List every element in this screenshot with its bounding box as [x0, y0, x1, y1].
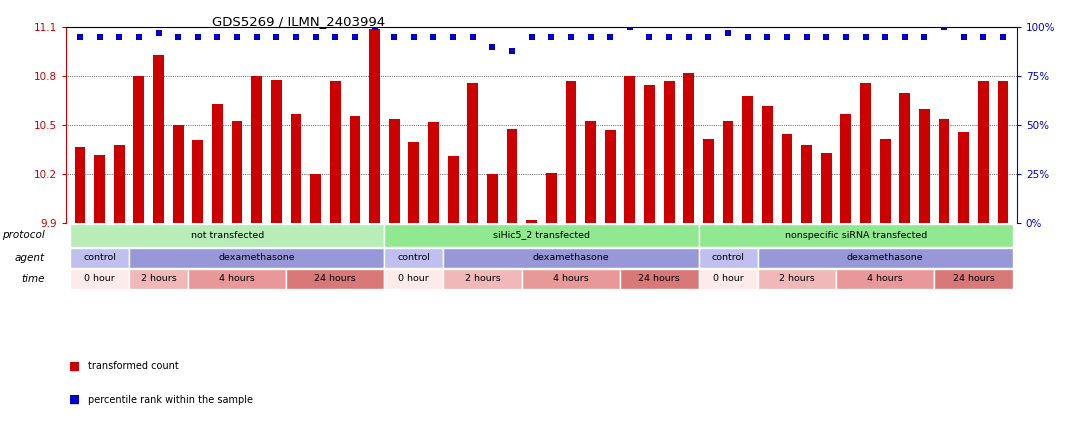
Bar	[860, 83, 870, 223]
Bar	[114, 145, 125, 223]
Text: nonspecific siRNA transfected: nonspecific siRNA transfected	[785, 231, 927, 239]
Bar	[384, 269, 443, 289]
Bar	[663, 81, 675, 223]
Text: control: control	[83, 253, 116, 262]
Bar	[625, 77, 635, 223]
Bar	[94, 155, 105, 223]
Bar	[566, 81, 577, 223]
Bar	[384, 224, 698, 247]
Text: siHic5_2 transfected: siHic5_2 transfected	[493, 231, 590, 239]
Text: 4 hours: 4 hours	[219, 274, 255, 283]
Text: 2 hours: 2 hours	[779, 274, 815, 283]
Bar	[836, 269, 934, 289]
Bar	[70, 224, 384, 247]
Bar	[173, 126, 184, 223]
Bar	[70, 248, 129, 268]
Text: control: control	[397, 253, 430, 262]
Bar	[330, 81, 341, 223]
Bar	[75, 147, 85, 223]
Bar	[522, 269, 621, 289]
Bar	[349, 115, 360, 223]
Text: 4 hours: 4 hours	[867, 274, 904, 283]
Text: transformed count: transformed count	[88, 361, 178, 371]
Text: dexamethasone: dexamethasone	[533, 253, 609, 262]
Text: 2 hours: 2 hours	[141, 274, 176, 283]
Bar	[192, 140, 203, 223]
Bar	[310, 174, 321, 223]
Bar	[698, 269, 757, 289]
Bar	[604, 130, 615, 223]
Bar	[232, 121, 242, 223]
Bar	[370, 29, 380, 223]
Bar	[129, 248, 384, 268]
Bar	[443, 248, 698, 268]
Bar	[757, 248, 1012, 268]
Text: ■: ■	[69, 360, 80, 372]
Bar	[880, 138, 891, 223]
Bar	[428, 122, 439, 223]
Bar	[644, 85, 655, 223]
Text: 2 hours: 2 hours	[465, 274, 501, 283]
Text: 0 hour: 0 hour	[84, 274, 115, 283]
Bar	[527, 220, 537, 223]
Text: protocol: protocol	[2, 230, 45, 240]
Bar	[998, 81, 1008, 223]
Text: 24 hours: 24 hours	[314, 274, 356, 283]
Text: dexamethasone: dexamethasone	[847, 253, 924, 262]
Bar	[408, 142, 420, 223]
Bar	[841, 114, 851, 223]
Bar	[468, 83, 478, 223]
Text: ■: ■	[69, 393, 80, 406]
Bar	[384, 248, 443, 268]
Bar	[271, 80, 282, 223]
Bar	[801, 145, 812, 223]
Text: agent: agent	[15, 253, 45, 263]
Text: not transfected: not transfected	[190, 231, 264, 239]
Text: 0 hour: 0 hour	[398, 274, 429, 283]
Bar	[920, 109, 930, 223]
Bar	[290, 114, 301, 223]
Bar	[939, 119, 949, 223]
Bar	[899, 93, 910, 223]
Bar	[934, 269, 1012, 289]
Bar	[703, 138, 713, 223]
Bar	[782, 134, 792, 223]
Bar	[621, 269, 698, 289]
Bar	[723, 121, 734, 223]
Bar	[134, 77, 144, 223]
Bar	[70, 269, 129, 289]
Bar	[251, 77, 262, 223]
Bar	[546, 173, 556, 223]
Bar	[389, 119, 399, 223]
Text: GDS5269 / ILMN_2403994: GDS5269 / ILMN_2403994	[213, 15, 386, 28]
Text: 0 hour: 0 hour	[712, 274, 743, 283]
Text: control: control	[711, 253, 744, 262]
Bar	[698, 224, 1012, 247]
Bar	[487, 174, 498, 223]
Bar	[742, 96, 753, 223]
Bar	[153, 55, 163, 223]
Text: 4 hours: 4 hours	[553, 274, 588, 283]
Bar	[443, 269, 522, 289]
Bar	[447, 157, 458, 223]
Bar	[698, 248, 757, 268]
Text: time: time	[21, 274, 45, 284]
Text: 24 hours: 24 hours	[953, 274, 994, 283]
Text: 24 hours: 24 hours	[639, 274, 680, 283]
Bar	[978, 81, 989, 223]
Bar	[129, 269, 188, 289]
Text: dexamethasone: dexamethasone	[218, 253, 295, 262]
Bar	[761, 106, 773, 223]
Bar	[506, 129, 517, 223]
Text: percentile rank within the sample: percentile rank within the sample	[88, 395, 252, 405]
Bar	[757, 269, 836, 289]
Bar	[684, 73, 694, 223]
Bar	[188, 269, 286, 289]
Bar	[958, 132, 969, 223]
Bar	[213, 104, 223, 223]
Bar	[585, 121, 596, 223]
Bar	[821, 153, 832, 223]
Bar	[286, 269, 384, 289]
